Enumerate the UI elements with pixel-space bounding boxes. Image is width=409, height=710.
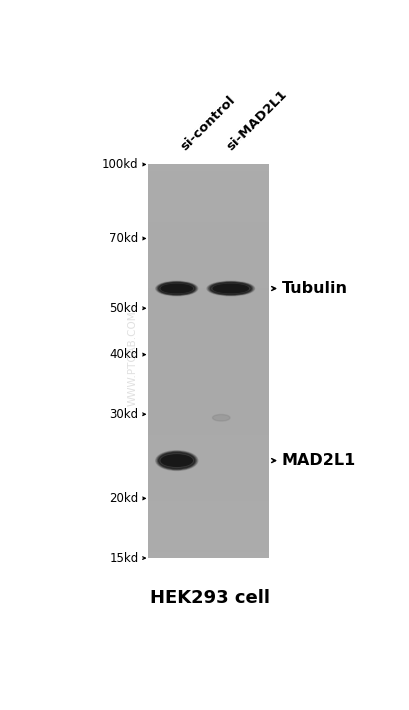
Ellipse shape [158, 283, 195, 295]
Ellipse shape [157, 282, 196, 295]
Ellipse shape [207, 281, 254, 296]
Text: 15kd: 15kd [109, 552, 138, 564]
Ellipse shape [208, 282, 252, 295]
Ellipse shape [161, 455, 192, 466]
Text: MAD2L1: MAD2L1 [281, 453, 355, 468]
Ellipse shape [155, 281, 197, 296]
Text: WWW.PTGAB.COM: WWW.PTGAB.COM [127, 311, 137, 406]
Text: si-control: si-control [178, 94, 238, 153]
Text: 20kd: 20kd [109, 492, 138, 505]
Ellipse shape [157, 452, 196, 469]
Ellipse shape [158, 452, 195, 469]
Ellipse shape [212, 415, 229, 421]
Ellipse shape [213, 284, 248, 293]
Text: si-MAD2L1: si-MAD2L1 [224, 88, 290, 153]
Text: 100kd: 100kd [102, 158, 138, 171]
Text: 70kd: 70kd [109, 232, 138, 245]
Text: 30kd: 30kd [109, 408, 138, 421]
Ellipse shape [161, 284, 192, 293]
Ellipse shape [209, 283, 251, 295]
Text: 50kd: 50kd [109, 302, 138, 315]
Text: 40kd: 40kd [109, 348, 138, 361]
Ellipse shape [155, 451, 197, 471]
Text: Tubulin: Tubulin [281, 281, 347, 296]
Text: HEK293 cell: HEK293 cell [150, 589, 270, 607]
